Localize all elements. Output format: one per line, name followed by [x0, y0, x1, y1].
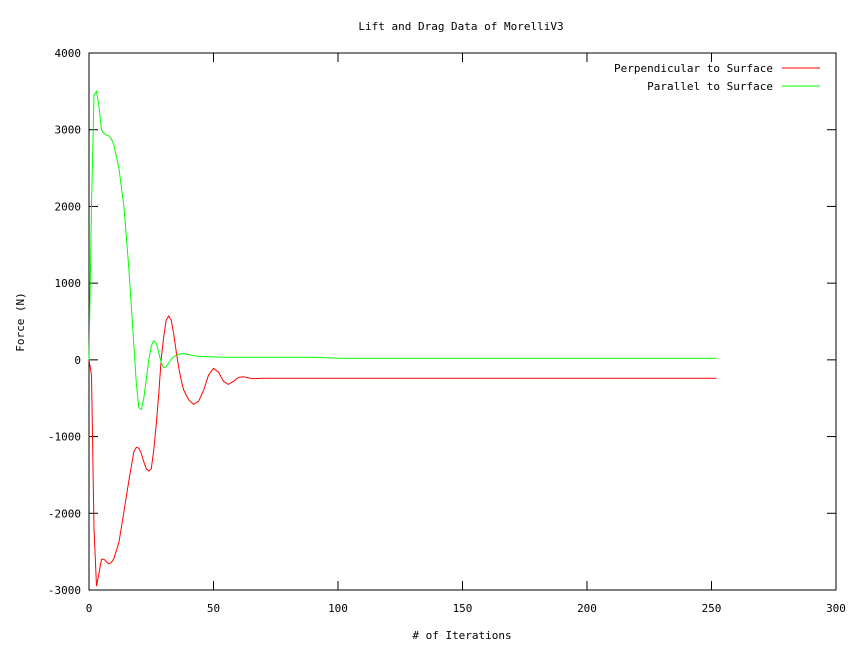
y-tick-label: -1000	[48, 431, 81, 444]
y-tick-label: 1000	[55, 277, 82, 290]
x-tick-label: 50	[207, 602, 220, 615]
axis-ticks: -3000 -2000 -1000 0 1000 2000 3000 4000 0 50 100 15…	[48, 47, 846, 615]
x-tick-label: 300	[826, 602, 846, 615]
legend-label-2: Parallel to Surface	[647, 80, 773, 93]
plot-frame	[88, 52, 837, 591]
x-tick-label: 100	[328, 602, 348, 615]
y-tick-label: 4000	[55, 47, 82, 60]
legend-label-1: Perpendicular to Surface	[614, 62, 773, 75]
y-axis-label: Force (N)	[14, 292, 27, 352]
legend: Perpendicular to Surface Parallel to Surf…	[614, 62, 820, 93]
x-tick-label: 150	[453, 602, 473, 615]
series-lines	[88, 90, 717, 587]
x-axis-label: # of Iterations	[412, 629, 511, 642]
y-tick-label: 2000	[55, 200, 82, 213]
x-tick-label: 200	[577, 602, 597, 615]
chart-title: Lift and Drag Data of MorelliV3	[358, 20, 563, 33]
series-line-1	[88, 315, 717, 587]
y-tick-label: 0	[74, 354, 81, 367]
x-tick-label: 250	[702, 602, 722, 615]
y-tick-label: -3000	[48, 584, 81, 597]
y-tick-label: 3000	[55, 124, 82, 137]
y-tick-label: -2000	[48, 507, 81, 520]
x-tick-label: 0	[86, 602, 93, 615]
series-line-2	[88, 90, 717, 411]
